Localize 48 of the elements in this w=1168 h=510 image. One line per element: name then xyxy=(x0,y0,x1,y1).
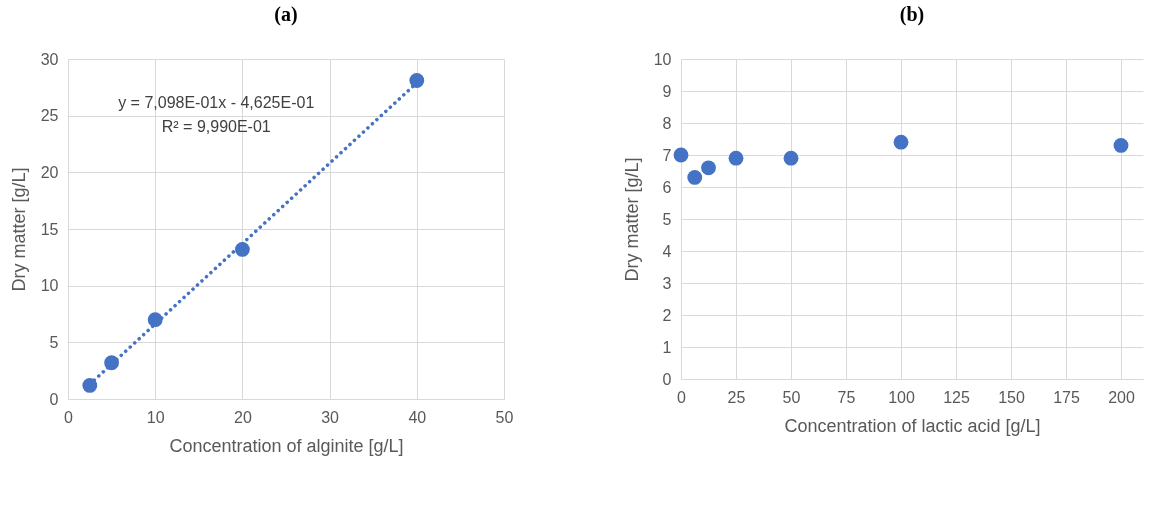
y-tick-label: 20 xyxy=(40,163,59,181)
annotation: y = 7,098E-01x - 4,625E-01 xyxy=(118,94,315,112)
chart-title: (a) xyxy=(274,3,298,26)
y-tick-label: 25 xyxy=(40,107,59,125)
x-tick-label: 10 xyxy=(146,408,165,426)
x-tick-label: 50 xyxy=(495,408,514,426)
y-tick-label: 10 xyxy=(653,50,672,68)
x-tick-label: 75 xyxy=(837,388,856,406)
x-tick-label: 150 xyxy=(998,388,1025,406)
x-tick-label: 0 xyxy=(64,408,74,426)
x-tick-label: 25 xyxy=(727,388,746,406)
y-tick-label: 6 xyxy=(662,178,672,196)
point xyxy=(893,134,909,150)
y-tick-label: 7 xyxy=(662,146,672,164)
point xyxy=(728,150,744,166)
x-axis-title: Concentration of alginite [g/L] xyxy=(169,435,404,456)
x-tick-label: 125 xyxy=(943,388,970,406)
point xyxy=(1113,138,1129,153)
chart-title: (b) xyxy=(899,3,925,26)
point xyxy=(409,73,425,88)
y-tick-label: 10 xyxy=(40,277,59,295)
x-tick-label: 175 xyxy=(1053,388,1080,406)
point xyxy=(783,150,799,166)
y-tick-label: 5 xyxy=(49,333,59,351)
y-tick-label: 30 xyxy=(40,50,59,68)
x-axis-title: Concentration of lactic acid [g/L] xyxy=(784,415,1041,436)
annotation: R² = 9,990E-01 xyxy=(161,118,271,136)
y-tick-label: 4 xyxy=(662,242,672,260)
y-tick-label: 9 xyxy=(662,82,672,100)
x-tick-label: 40 xyxy=(408,408,427,426)
point xyxy=(687,170,703,185)
x-tick-label: 0 xyxy=(677,388,687,406)
x-tick-label: 50 xyxy=(782,388,801,406)
point xyxy=(673,147,689,163)
point xyxy=(701,160,716,176)
y-tick-label: 5 xyxy=(662,210,672,228)
y-tick-label: 15 xyxy=(40,220,59,238)
y-tick-label: 1 xyxy=(662,338,672,356)
y-axis-title: Dry matter [g/L] xyxy=(621,157,642,282)
y-axis-title: Dry matter [g/L] xyxy=(8,167,29,292)
y-tick-label: 0 xyxy=(662,370,672,388)
x-tick-label: 200 xyxy=(1108,388,1135,406)
y-tick-label: 2 xyxy=(662,306,672,324)
x-tick-label: 100 xyxy=(888,388,915,406)
x-tick-label: 30 xyxy=(321,408,340,426)
y-tick-label: 8 xyxy=(662,114,672,132)
x-tick-label: 20 xyxy=(234,408,252,426)
y-tick-label: 3 xyxy=(662,274,672,292)
